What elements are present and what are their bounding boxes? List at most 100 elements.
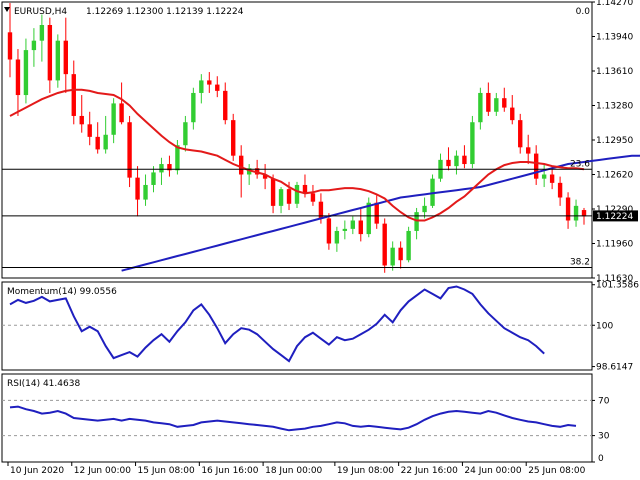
candle-body [71,74,76,116]
candle-body [398,247,403,261]
momentum-scale: 101.3586 100 98.6147 [592,281,639,373]
candle-body [199,80,204,93]
candle-body [518,120,523,148]
candle-body [215,84,220,91]
candle-body [541,174,547,179]
candle [310,184,316,206]
candle-body [159,164,164,173]
candle-body [223,90,228,121]
price-panel: 23.6 38.2 EURUSD,H4 1.12269 1.12300 1.12… [1,1,640,279]
candle [486,82,491,116]
candle [342,220,348,240]
time-tick-label: 16 Jun 16:00 [201,466,258,476]
momentum-tick-label: 101.3586 [596,281,639,291]
candle-body [454,155,459,167]
candle [494,92,499,116]
candle-body [326,218,332,244]
candle-body [486,92,491,112]
candle-body [119,103,124,123]
candle [294,181,300,208]
candle-body [246,168,252,175]
candle [398,241,403,269]
fib-level-38-2-label: 38.2 [570,258,590,268]
momentum-label: Momentum(14) 99.0556 [7,287,117,297]
candle-body [278,189,284,206]
candle [119,82,124,125]
candle [231,113,236,161]
candle-body [382,223,387,266]
candle [414,207,419,240]
time-tick-label: 15 Jun 08:00 [138,466,195,476]
candle-body [191,92,196,123]
time-tick-label: 12 Jun 00:00 [74,466,131,476]
candle [358,207,363,242]
current-price-value: 1.12224 [596,212,633,222]
momentum-tick-label: 98.6147 [596,363,633,373]
price-tick-label: 1.11960 [596,240,633,250]
candle-body [318,201,324,219]
candle-body [549,174,555,183]
candle-body [414,212,419,231]
candle [23,38,29,104]
candle-body [7,32,13,60]
candle [167,155,172,177]
candle [382,218,387,273]
candle [55,34,61,88]
candle [215,76,220,98]
candle [390,241,395,271]
candle-body [231,120,236,156]
candle-body [95,136,100,150]
candle [478,87,483,130]
candle [454,150,459,175]
candle [79,95,84,133]
price-tick-label: 1.13940 [596,33,633,43]
candle [143,174,148,206]
candle [111,98,116,144]
candle [510,95,515,125]
candle [159,157,164,185]
candle-body [47,25,53,81]
candle-body [286,189,292,204]
candle-body [127,122,132,178]
fib-level-23-6-label: 23.6 [570,159,590,169]
candle-body [334,230,340,244]
candle [191,87,196,130]
candle [406,226,411,263]
candle [430,174,435,208]
candle [71,60,76,125]
price-tick-label: 1.12950 [596,136,633,146]
candle-body [358,220,363,235]
time-tick-label: 25 Jun 08:00 [528,466,585,476]
candle-body [167,164,172,171]
collapse-triangle-icon[interactable] [4,7,10,12]
momentum-panel: Momentum(14) 99.0556 [1,281,593,371]
candle-body [430,178,435,206]
candle [366,197,371,238]
candle-body [350,220,356,229]
candle [526,134,531,165]
candle-body [294,184,300,204]
rsi-tick-label: 30 [598,432,610,442]
rsi-label: RSI(14) 41.4638 [7,379,80,389]
candle [199,74,204,104]
candle-body [557,182,563,198]
candle-body [143,184,148,200]
candle [573,199,579,227]
candle [183,115,188,152]
candle-body [238,155,244,175]
symbol-label: EURUSD,H4 [14,7,67,17]
candle-body [183,122,188,146]
price-tick-label: 1.13610 [596,67,633,77]
candle [175,140,180,175]
candle [326,213,332,250]
candle-body [175,145,180,171]
candle [87,111,92,146]
candle-body [87,124,92,137]
price-candles [7,3,587,273]
rsi-tick-label: 0 [598,454,604,464]
candle [278,187,284,214]
candle [334,226,340,252]
rsi-panel: RSI(14) 41.4638 [1,373,593,463]
candle [541,164,547,188]
candle-body [526,147,531,154]
